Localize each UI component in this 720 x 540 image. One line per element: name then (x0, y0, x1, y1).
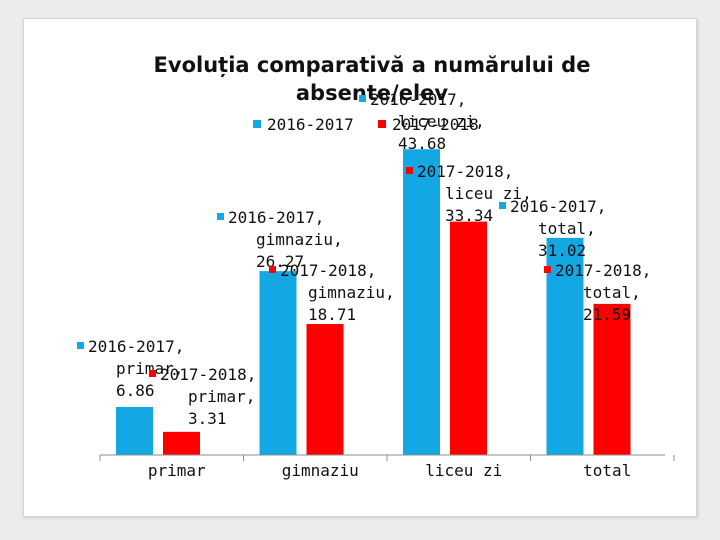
x-tick-label: liceu zi (425, 461, 502, 480)
bar (163, 431, 200, 455)
x-tick-label: gimnaziu (282, 461, 359, 480)
data-label-marker (499, 202, 506, 209)
data-label-marker (77, 342, 84, 349)
data-label-marker (406, 167, 413, 174)
chart-title-line-2: absente/elev (296, 81, 449, 105)
data-label: 2017-2018, liceu zi, 33.34 (406, 162, 532, 225)
legend-label: 2017-2018 (392, 115, 479, 134)
svg-text:2017-2018,liceu zi,33.34: 2017-2018, liceu zi, 33.34 (417, 162, 532, 225)
legend-swatch (253, 120, 261, 128)
svg-text:2017-2018,gimnaziu,18.71: 2017-2018, gimnaziu, 18.71 (280, 261, 395, 324)
svg-text:2017-2018,primar,3.31: 2017-2018, primar, 3.31 (160, 365, 256, 428)
legend-label: 2016-2017 (267, 115, 354, 134)
data-label: 2017-2018, primar, 3.31 (149, 365, 256, 428)
data-label-marker (217, 213, 224, 220)
x-tick-label: primar (148, 461, 206, 480)
data-label-marker (149, 370, 156, 377)
svg-text:2016-2017,liceu zi,43.68: 2016-2017, liceu zi, 43.68 (370, 90, 485, 153)
svg-text:2017-2018,total,21.59: 2017-2018, total, 21.59 (555, 261, 651, 324)
data-label-marker (544, 266, 551, 273)
bar (450, 221, 487, 455)
data-label: 2016-2017, gimnaziu, 26.27 (217, 208, 343, 271)
data-label-marker (269, 266, 276, 273)
data-label-marker (359, 95, 366, 102)
x-tick-label: total (583, 461, 631, 480)
bar (546, 237, 584, 455)
bar (593, 303, 631, 455)
bar (259, 271, 297, 455)
svg-text:2016-2017,total,31.02: 2016-2017, total, 31.02 (510, 197, 606, 260)
data-label: 2016-2017, primar, 6.86 (77, 337, 184, 400)
legend-entry: 2016-2017 (253, 115, 354, 134)
chart-title-line-1: Evoluția comparativă a numărului de (154, 53, 591, 78)
svg-text:2016-2017,primar,6.86: 2016-2017, primar, 6.86 (88, 337, 184, 400)
legend-entry: 2017-2018 (378, 115, 479, 134)
bar (116, 406, 153, 455)
data-label: 2016-2017, total, 31.02 (499, 197, 606, 260)
data-label: 2017-2018, gimnaziu, 18.71 (269, 261, 395, 324)
data-label: 2016-2017, liceu zi, 43.68 (359, 90, 485, 153)
svg-text:2016-2017,gimnaziu,26.27: 2016-2017, gimnaziu, 26.27 (228, 208, 343, 271)
bar (403, 149, 440, 456)
legend-swatch (378, 120, 386, 128)
data-label: 2017-2018, total, 21.59 (544, 261, 651, 324)
bar (306, 324, 344, 455)
